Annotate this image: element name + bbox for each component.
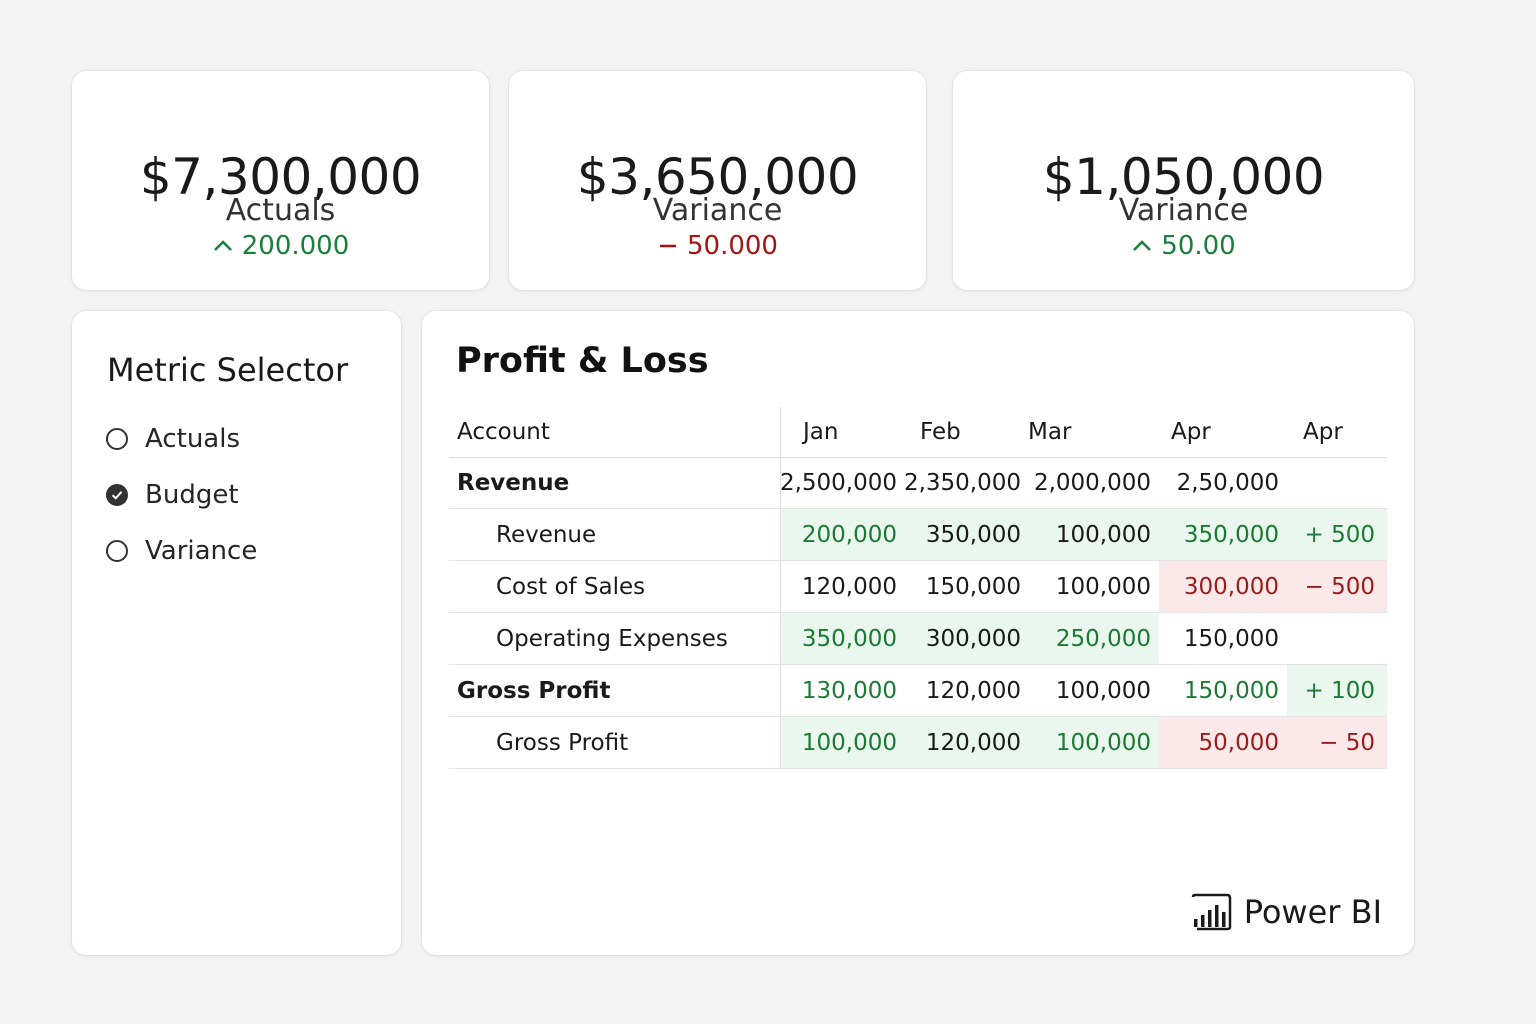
metric-selector-panel: Metric Selector Actuals Budget Variance xyxy=(72,311,401,955)
row-account: Operating Expenses xyxy=(449,613,781,664)
radio-button[interactable] xyxy=(106,428,128,450)
radio-option-actuals[interactable]: Actuals xyxy=(106,424,240,454)
cell-value: 350,000 xyxy=(781,613,905,664)
cell-value xyxy=(1287,613,1387,664)
power-bi-icon xyxy=(1191,893,1231,931)
row-account: Cost of Sales xyxy=(449,561,781,612)
kpi-delta: 200.000 xyxy=(72,231,489,261)
radio-button[interactable] xyxy=(106,540,128,562)
kpi-value: $1,050,000 xyxy=(1042,148,1325,206)
row-account: Revenue xyxy=(449,457,781,508)
cell-value: 120,000 xyxy=(905,717,1023,768)
table-row[interactable]: Operating Expenses 350,000 300,000 250,0… xyxy=(449,613,1387,665)
radio-label: Actuals xyxy=(145,424,240,454)
cell-value: 100,000 xyxy=(1055,573,1151,600)
cell-value: 350,000 xyxy=(1159,509,1287,560)
kpi-delta: 50.00 xyxy=(953,231,1414,261)
radio-label: Budget xyxy=(145,480,239,510)
cell-value: 130,000 xyxy=(801,677,897,704)
cell-value: 300,000 xyxy=(1159,561,1287,612)
cell-value: 2,350,000 xyxy=(903,469,1021,496)
kpi-delta-value: 50.000 xyxy=(687,231,778,261)
kpi-delta-value: 50.00 xyxy=(1161,231,1236,261)
radio-option-variance[interactable]: Variance xyxy=(106,536,257,566)
cell-value: − 500 xyxy=(1287,561,1387,612)
kpi-label: Variance xyxy=(652,193,783,228)
cell-value: 250,000 xyxy=(1023,613,1159,664)
row-account: Revenue xyxy=(449,509,781,560)
brand-label: Power BI xyxy=(1243,893,1382,931)
profit-loss-panel: Profit & Loss Account Jan Feb Mar Apr Ap… xyxy=(422,311,1414,955)
kpi-card-actuals[interactable]: $7,300,000 Actuals 200.000 xyxy=(72,71,489,290)
cell-value: 100,000 xyxy=(1023,717,1159,768)
kpi-label: Variance xyxy=(1118,193,1249,228)
cell-value: 150,000 xyxy=(1183,625,1279,652)
metric-selector-title: Metric Selector xyxy=(107,351,349,389)
cell-value: 50,000 xyxy=(1159,717,1287,768)
radio-button-checked[interactable] xyxy=(106,484,128,506)
cell-value: 2,000,000 xyxy=(1033,469,1151,496)
cell-value: 100,000 xyxy=(1023,509,1159,560)
cell-value: 100,000 xyxy=(1055,677,1151,704)
column-header-apr[interactable]: Apr xyxy=(1171,419,1211,445)
kpi-label: Actuals xyxy=(225,193,336,228)
kpi-card-variance[interactable]: $3,650,000 Variance 50.000 xyxy=(509,71,926,290)
kpi-delta-value: 200.000 xyxy=(241,231,350,261)
cell-value: 2,50,000 xyxy=(1176,469,1279,496)
arrow-up-icon xyxy=(213,240,232,251)
check-icon xyxy=(111,491,123,500)
column-header-account[interactable]: Account xyxy=(449,407,781,457)
power-bi-brand: Power BI xyxy=(1190,893,1382,931)
table-row[interactable]: Cost of Sales 120,000 150,000 100,000 30… xyxy=(449,561,1387,613)
row-account: Gross Profit xyxy=(449,665,781,716)
cell-value: 150,000 xyxy=(1183,677,1279,704)
table-row[interactable]: Gross Profit 130,000 120,000 100,000 150… xyxy=(449,665,1387,717)
radio-label: Variance xyxy=(145,536,258,566)
column-header-jan[interactable]: Jan xyxy=(803,419,839,445)
column-header-mar[interactable]: Mar xyxy=(1028,419,1072,445)
kpi-card-variance-2[interactable]: $1,050,000 Variance 50.00 xyxy=(953,71,1414,290)
cell-value: 200,000 xyxy=(781,509,905,560)
table-header: Account Jan Feb Mar Apr Apr xyxy=(449,407,1387,458)
kpi-value: $3,650,000 xyxy=(576,148,859,206)
row-account: Gross Profit xyxy=(449,717,781,768)
minus-icon xyxy=(660,244,676,248)
column-header-apr-2[interactable]: Apr xyxy=(1303,419,1343,445)
cell-value: + 500 xyxy=(1287,509,1387,560)
cell-value: − 50 xyxy=(1287,717,1387,768)
cell-value: + 100 xyxy=(1287,665,1387,716)
cell-value: 350,000 xyxy=(905,509,1023,560)
arrow-up-icon xyxy=(1133,240,1152,251)
table-row[interactable]: Revenue 2,500,000 2,350,000 2,000,000 2,… xyxy=(449,457,1387,509)
column-header-feb[interactable]: Feb xyxy=(920,419,961,445)
cell-value: 300,000 xyxy=(905,613,1023,664)
profit-loss-title: Profit & Loss xyxy=(456,341,709,381)
table-row[interactable]: Gross Profit 100,000 120,000 100,000 50,… xyxy=(449,717,1387,769)
cell-value xyxy=(1287,457,1387,508)
radio-option-budget[interactable]: Budget xyxy=(106,480,239,510)
cell-value: 150,000 xyxy=(925,573,1021,600)
cell-value: 2,500,000 xyxy=(779,469,897,496)
table-row[interactable]: Revenue 200,000 350,000 100,000 350,000 … xyxy=(449,509,1387,561)
cell-value: 120,000 xyxy=(801,573,897,600)
kpi-value: $7,300,000 xyxy=(139,148,422,206)
cell-value: 120,000 xyxy=(925,677,1021,704)
kpi-delta: 50.000 xyxy=(509,231,926,261)
cell-value: 100,000 xyxy=(781,717,905,768)
